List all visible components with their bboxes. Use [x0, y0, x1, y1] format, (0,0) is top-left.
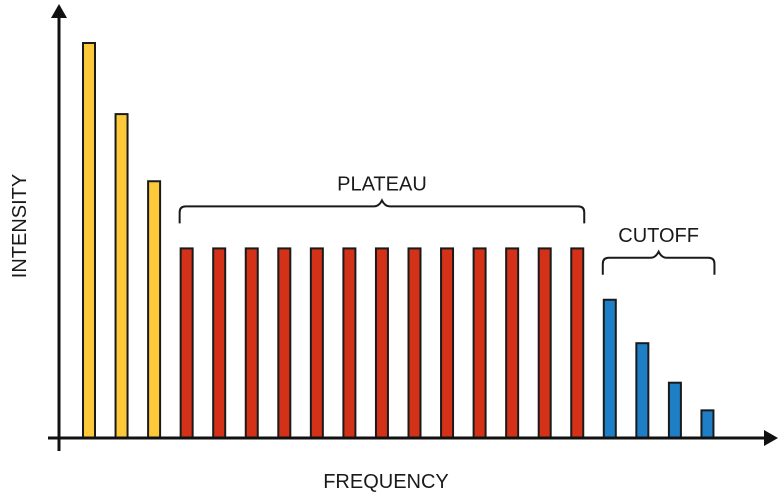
bar-3	[179, 247, 194, 439]
cutoff-label: CUTOFF	[618, 225, 699, 247]
bar-12	[472, 247, 487, 439]
bar-14	[537, 247, 552, 439]
y-axis-label: INTENSITY	[9, 174, 31, 278]
x-axis-label: FREQUENCY	[323, 471, 449, 493]
cutoff-brace	[601, 249, 716, 275]
plateau-label: PLATEAU	[337, 173, 427, 195]
braces: PLATEAU CUTOFF	[178, 173, 716, 275]
y-axis-arrow-icon	[51, 4, 67, 18]
x-axis-arrow-icon	[764, 430, 778, 446]
bar-2	[147, 180, 162, 439]
bar-6	[277, 247, 292, 439]
bar-9	[374, 247, 389, 439]
bar-0	[82, 42, 96, 439]
bar-10	[407, 247, 422, 439]
bar-16	[602, 298, 617, 439]
bar-5	[244, 247, 259, 439]
plateau-brace	[178, 198, 586, 224]
bar-11	[440, 247, 455, 439]
bar-7	[309, 247, 324, 439]
bar-13	[505, 247, 520, 439]
bar-1	[114, 113, 129, 439]
bar-18	[667, 381, 682, 440]
bar-4	[212, 247, 227, 439]
bar-17	[635, 342, 650, 440]
bar-15	[570, 247, 585, 439]
bar-8	[342, 247, 357, 439]
axes	[48, 4, 778, 451]
bar-19	[700, 409, 715, 440]
